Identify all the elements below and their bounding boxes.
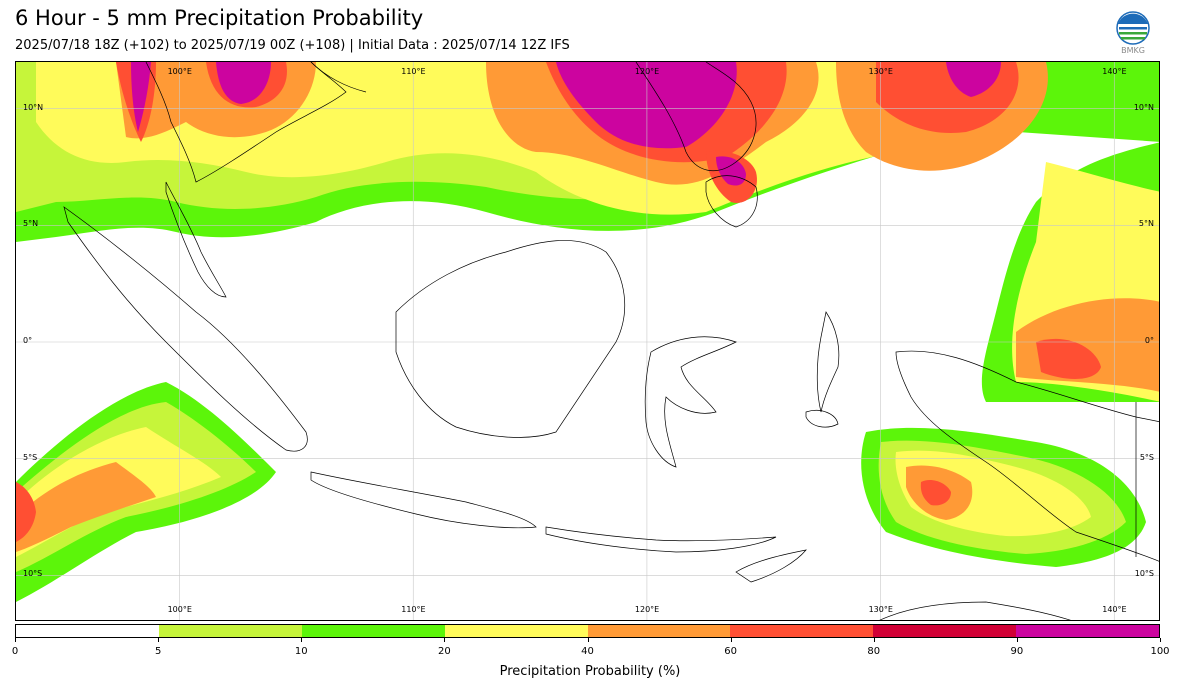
colorbar-segment	[1016, 625, 1159, 637]
coast-philippines	[635, 62, 757, 171]
colorbar-segment	[587, 625, 731, 637]
lon-label-bottom: 120°E	[634, 605, 660, 614]
lon-label-top: 120°E	[634, 67, 660, 76]
lat-label-right: 0°	[1144, 336, 1154, 345]
colorbar-tick-label: 20	[438, 646, 451, 657]
lon-label-bottom: 110°E	[401, 605, 426, 614]
colorbar-segment	[301, 625, 445, 637]
coast-sumatra	[63, 206, 308, 452]
lat-label-left: 0°	[23, 336, 33, 345]
coastlines	[63, 62, 1159, 620]
lon-label-top: 100°E	[167, 67, 192, 76]
colorbar-tick-label: 0	[11, 646, 19, 657]
page-subtitle: 2025/07/18 18Z (+102) to 2025/07/19 00Z …	[15, 38, 570, 53]
lon-label-bottom: 100°E	[167, 605, 192, 614]
lat-label-right: 10°S	[1134, 569, 1154, 579]
colorbar-tick-mark	[1016, 638, 1018, 642]
colorbar-label: Precipitation Probability (%)	[499, 664, 681, 679]
colorbar-tick-label: 60	[724, 646, 737, 657]
lat-label-left: 10°S	[23, 569, 43, 579]
colorbar-segment	[444, 625, 588, 637]
lat-label-right: 5°N	[1138, 219, 1154, 229]
field-east-red	[1036, 338, 1101, 379]
colorbar-tick-label: 40	[581, 646, 594, 657]
coast-halmahera	[816, 311, 840, 413]
coast-java	[310, 471, 537, 529]
coast-new-guinea	[895, 350, 1159, 562]
colorbar-tick-mark	[587, 638, 589, 642]
coast-australia	[879, 601, 1071, 620]
colorbar-tick-label: 90	[1010, 646, 1024, 657]
coast-indochina	[145, 62, 347, 183]
colorbar-tick-mark	[444, 638, 446, 642]
field-southwest-orange	[16, 462, 156, 552]
field-north-magenta-d	[946, 62, 1001, 97]
colorbar-tick-mark	[15, 638, 16, 642]
lon-label-top: 110°E	[401, 67, 426, 76]
colorbar-tick-mark	[158, 638, 160, 642]
colorbar-tick-label: 5	[154, 646, 162, 657]
lat-label-right: 5°S	[1139, 452, 1154, 462]
colorbar-tick-mark	[301, 638, 303, 642]
lon-label-top: 140°E	[1102, 67, 1127, 76]
field-southwest-red	[16, 482, 36, 542]
graticule-lines	[16, 62, 1159, 620]
probability-fields	[16, 62, 1159, 602]
coast-mindanao	[705, 175, 758, 228]
colorbar-segment	[16, 625, 159, 637]
coast-vietnam-east	[310, 62, 367, 93]
field-north-magenta-a	[216, 62, 271, 104]
colorbar-segment	[730, 625, 874, 637]
bmkg-logo: BMKG	[1116, 11, 1150, 55]
field-north-magenta-b	[131, 62, 151, 132]
colorbar-tick-label: 100	[1150, 646, 1170, 657]
field-mindanao-magenta	[716, 156, 746, 186]
field-north-magenta-c	[556, 62, 737, 149]
colorbar-tick-label: 10	[294, 646, 308, 657]
colorbar-tick-mark	[1160, 638, 1161, 642]
lat-label-left: 5°N	[23, 219, 39, 229]
lat-label-left: 10°N	[23, 102, 44, 112]
lon-label-bottom: 130°E	[868, 605, 893, 614]
coast-malay-peninsula	[165, 181, 227, 298]
page-title: 6 Hour - 5 mm Precipitation Probability	[15, 6, 424, 30]
coast-seram	[805, 410, 839, 428]
coast-sulawesi	[644, 336, 737, 468]
colorbar-tick-mark	[873, 638, 875, 642]
colorbar-tick-label: 80	[867, 646, 881, 657]
lon-label-bottom: 140°E	[1102, 605, 1127, 614]
coast-lesser-sunda	[545, 526, 777, 553]
precipitation-map: 100°E 110°E 120°E 130°E 140°E 100°E 110°E 120°…	[15, 61, 1160, 621]
coast-timor	[735, 549, 807, 583]
colorbar-tick-mark	[730, 638, 732, 642]
lat-label-right: 10°N	[1133, 102, 1154, 112]
colorbar	[15, 624, 1160, 638]
colorbar-segment	[158, 625, 302, 637]
logo-text: BMKG	[1121, 46, 1145, 55]
field-southeast-red	[920, 480, 951, 506]
coast-borneo	[395, 240, 626, 438]
lat-label-left: 5°S	[23, 452, 38, 462]
map-canvas	[16, 62, 1159, 620]
colorbar-segment	[873, 625, 1017, 637]
lon-label-top: 130°E	[868, 67, 893, 76]
